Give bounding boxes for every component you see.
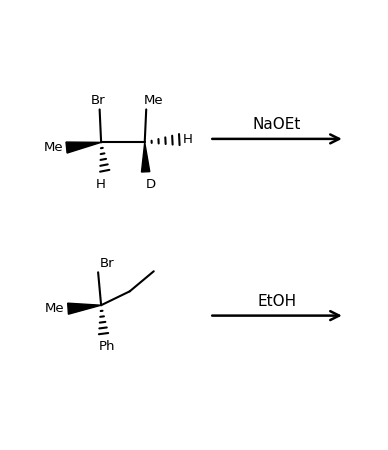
Text: H: H xyxy=(183,133,193,146)
Polygon shape xyxy=(68,303,101,314)
Text: Ph: Ph xyxy=(98,340,115,353)
Text: H: H xyxy=(95,178,105,191)
Text: D: D xyxy=(146,178,156,191)
Text: Me: Me xyxy=(144,94,164,107)
Text: Br: Br xyxy=(91,94,106,107)
Polygon shape xyxy=(66,142,101,153)
Text: Me: Me xyxy=(43,141,63,154)
Text: Me: Me xyxy=(45,302,64,315)
Polygon shape xyxy=(142,142,150,172)
Text: Br: Br xyxy=(100,256,114,270)
Text: NaOEt: NaOEt xyxy=(253,117,301,132)
Text: EtOH: EtOH xyxy=(258,294,296,309)
